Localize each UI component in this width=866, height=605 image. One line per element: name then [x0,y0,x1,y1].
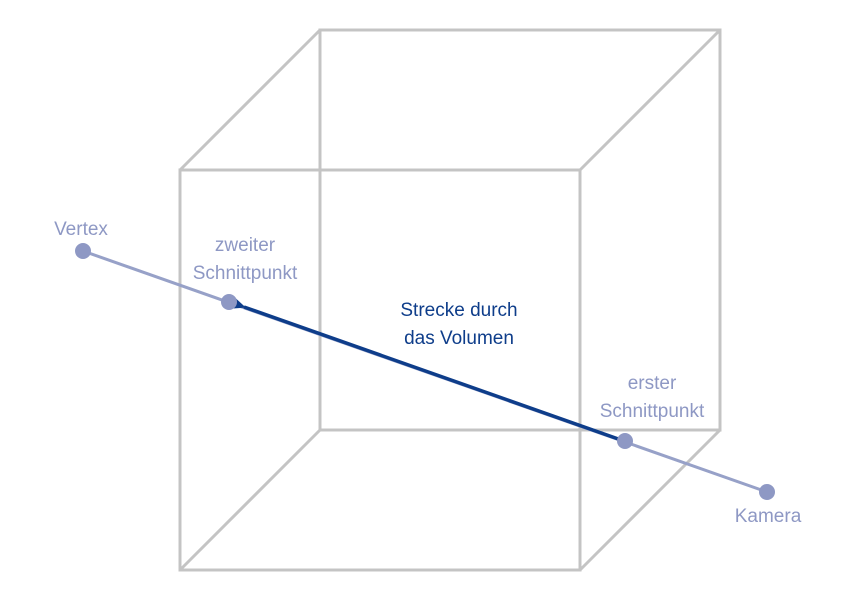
camera-point [759,484,775,500]
camera-label: Kamera [735,506,802,527]
cube [178,28,722,572]
vertex-point [75,243,91,259]
second-intersection-point [221,294,237,310]
cube-edge-top-left [178,28,322,172]
segment-arrow [230,297,625,443]
segment-label-line1: Strecke durch [400,300,517,321]
cube-edge-top-right [578,28,722,172]
second-intersection-label-line2: Schnittpunkt [193,263,298,284]
first-intersection-label-line2: Schnittpunkt [600,401,705,422]
first-intersection-label-line1: erster [628,373,677,394]
cube-front-face [178,168,582,572]
cube-edge-bottom-left [178,428,322,572]
cube-edge-bottom-right [578,428,722,572]
first-intersection-point [617,433,633,449]
vertex-label: Vertex [54,219,108,240]
cube-back-face [318,28,722,432]
segment-label-line2: das Volumen [404,328,514,349]
second-intersection-label-line1: zweiter [215,235,276,256]
